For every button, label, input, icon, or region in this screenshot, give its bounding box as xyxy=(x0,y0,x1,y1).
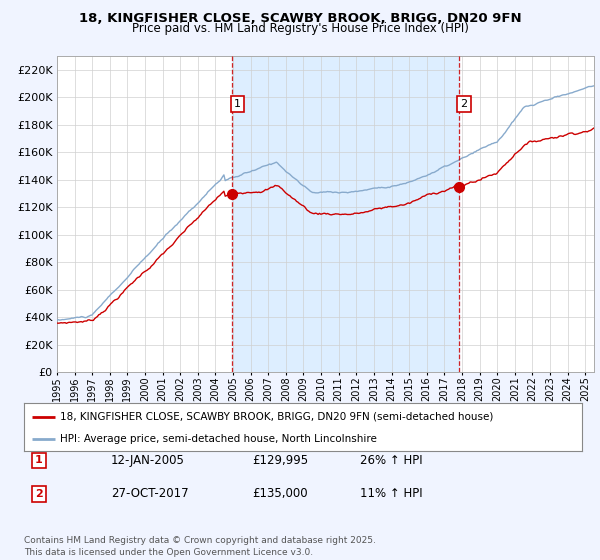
Text: 1: 1 xyxy=(234,99,241,109)
Text: 27-OCT-2017: 27-OCT-2017 xyxy=(111,487,188,501)
Text: £129,995: £129,995 xyxy=(252,454,308,467)
Bar xyxy=(232,56,459,372)
Text: 18, KINGFISHER CLOSE, SCAWBY BROOK, BRIGG, DN20 9FN: 18, KINGFISHER CLOSE, SCAWBY BROOK, BRIG… xyxy=(79,12,521,25)
Text: 12-JAN-2005: 12-JAN-2005 xyxy=(111,454,185,467)
Text: 1: 1 xyxy=(35,455,43,465)
Text: HPI: Average price, semi-detached house, North Lincolnshire: HPI: Average price, semi-detached house,… xyxy=(60,434,377,444)
Text: £135,000: £135,000 xyxy=(252,487,308,501)
Text: Price paid vs. HM Land Registry's House Price Index (HPI): Price paid vs. HM Land Registry's House … xyxy=(131,22,469,35)
Text: 11% ↑ HPI: 11% ↑ HPI xyxy=(360,487,422,501)
Text: 2: 2 xyxy=(461,99,467,109)
Text: 2: 2 xyxy=(35,489,43,499)
Text: 18, KINGFISHER CLOSE, SCAWBY BROOK, BRIGG, DN20 9FN (semi-detached house): 18, KINGFISHER CLOSE, SCAWBY BROOK, BRIG… xyxy=(60,412,494,422)
Text: Contains HM Land Registry data © Crown copyright and database right 2025.
This d: Contains HM Land Registry data © Crown c… xyxy=(24,536,376,557)
Text: 26% ↑ HPI: 26% ↑ HPI xyxy=(360,454,422,467)
